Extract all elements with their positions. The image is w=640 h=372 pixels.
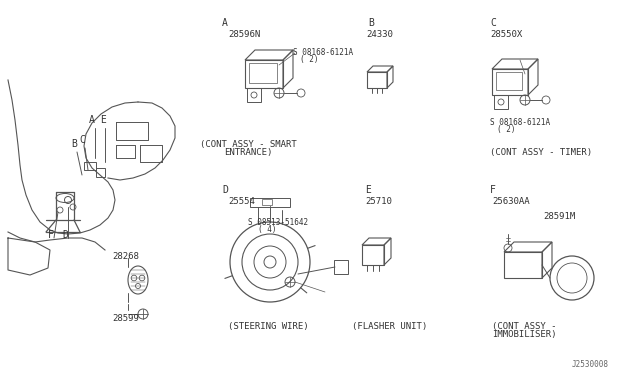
- Text: 28596N: 28596N: [228, 30, 260, 39]
- Bar: [245, 60, 283, 88]
- Text: B: B: [368, 18, 374, 28]
- Text: 28591M: 28591M: [543, 212, 575, 221]
- Text: (CONT ASSY - TIMER): (CONT ASSY - TIMER): [490, 148, 592, 157]
- Text: A: A: [222, 18, 228, 28]
- Text: J2530008: J2530008: [572, 360, 609, 369]
- Bar: [247, 88, 261, 102]
- Text: E: E: [100, 115, 106, 125]
- Text: D: D: [222, 185, 228, 195]
- Text: 25710: 25710: [365, 197, 392, 206]
- Text: A: A: [89, 115, 95, 125]
- Text: ENTRANCE): ENTRANCE): [224, 148, 272, 157]
- Bar: [262, 199, 272, 205]
- Text: (STEERING WIRE): (STEERING WIRE): [228, 322, 308, 331]
- Bar: [334, 260, 348, 274]
- Text: D: D: [62, 230, 68, 240]
- Bar: [492, 69, 528, 95]
- Text: (CONT ASSY - SMART: (CONT ASSY - SMART: [200, 140, 296, 149]
- Text: (FLASHER UNIT): (FLASHER UNIT): [352, 322, 428, 331]
- Bar: [362, 245, 384, 265]
- Text: ( 4): ( 4): [258, 225, 276, 234]
- Text: S 08168-6121A: S 08168-6121A: [490, 118, 550, 127]
- Bar: [504, 252, 542, 278]
- Bar: [494, 95, 508, 109]
- Bar: [84, 162, 96, 170]
- Text: C: C: [490, 18, 496, 28]
- Text: C: C: [79, 135, 85, 145]
- Text: E: E: [365, 185, 371, 195]
- Text: 25554: 25554: [228, 197, 255, 206]
- Bar: [496, 72, 522, 90]
- Text: 25630AA: 25630AA: [492, 197, 530, 206]
- Text: ( 2): ( 2): [497, 125, 515, 134]
- Bar: [249, 63, 277, 83]
- Text: 28599: 28599: [112, 314, 139, 323]
- Text: F: F: [48, 230, 54, 240]
- Text: S 08513-51642: S 08513-51642: [248, 218, 308, 227]
- Text: F: F: [490, 185, 496, 195]
- Text: 28550X: 28550X: [490, 30, 522, 39]
- Text: 28268: 28268: [112, 252, 139, 261]
- Text: 24330: 24330: [366, 30, 393, 39]
- Bar: [96, 168, 105, 177]
- Text: B: B: [71, 139, 77, 149]
- Text: S 08168-6121A: S 08168-6121A: [293, 48, 353, 57]
- Text: (CONT ASSY -: (CONT ASSY -: [492, 322, 557, 331]
- Text: IMMOBILISER): IMMOBILISER): [492, 330, 557, 339]
- Bar: [367, 72, 387, 88]
- Bar: [250, 198, 290, 207]
- Text: ( 2): ( 2): [300, 55, 319, 64]
